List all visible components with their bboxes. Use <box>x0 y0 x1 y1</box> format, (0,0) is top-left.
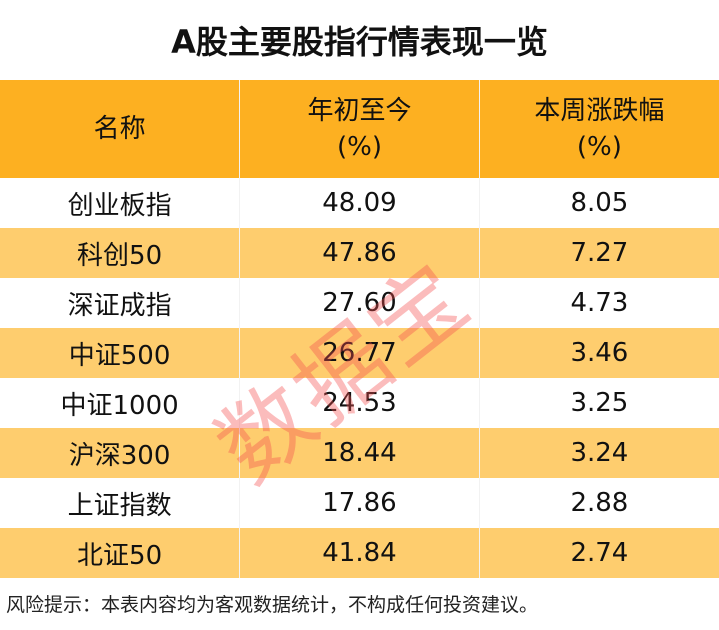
ytd-change: 41.84 <box>239 528 480 578</box>
header-unit: (%) <box>336 132 382 162</box>
ytd-change: 48.09 <box>239 178 480 228</box>
header-row: 名称 年初至今 (%) 本周涨跌幅 (%) <box>0 80 719 178</box>
index-name: 北证50 <box>0 528 240 578</box>
weekly-change: 8.05 <box>478 178 719 228</box>
ytd-change: 27.60 <box>239 278 480 328</box>
index-name: 创业板指 <box>67 190 172 221</box>
weekly-change: 2.88 <box>478 478 719 528</box>
ytd-change: 47.86 <box>239 228 480 278</box>
table-row: 上证指数 17.86 2.88 <box>0 478 719 528</box>
table-row: 中证500 26.77 3.46 <box>0 328 719 378</box>
header-name: 名称 <box>0 80 240 178</box>
index-name: 沪深300 <box>0 428 240 478</box>
ytd-change: 18.44 <box>239 428 480 478</box>
table-row: 北证50 41.84 2.74 <box>0 528 719 578</box>
weekly-change: 2.74 <box>478 528 719 578</box>
weekly-change: 7.27 <box>478 228 719 278</box>
ytd-change: 17.86 <box>239 478 480 528</box>
table-row: 深证成指 27.60 4.73 <box>0 278 719 328</box>
header-label: 本周涨跌幅 <box>534 96 665 126</box>
header-label: 名称 <box>93 114 146 144</box>
index-name: 深证成指 <box>67 290 172 321</box>
ytd-change: 26.77 <box>239 328 480 378</box>
header-weekly: 本周涨跌幅 (%) <box>478 80 719 178</box>
index-table: 名称 年初至今 (%) 本周涨跌幅 (%) 创业板指 48.09 8.05 科创50 47.… <box>0 80 719 578</box>
weekly-change: 4.73 <box>478 278 719 328</box>
weekly-change: 3.24 <box>478 428 719 478</box>
header-ytd: 年初至今 (%) <box>239 80 480 178</box>
index-name: 中证500 <box>0 328 240 378</box>
table-row: 科创50 47.86 7.27 <box>0 228 719 278</box>
header-unit: (%) <box>576 132 622 162</box>
index-name: 中证1000 <box>60 390 179 421</box>
table-row: 中证1000 24.53 3.25 <box>0 378 719 428</box>
weekly-change: 3.46 <box>478 328 719 378</box>
index-name: 科创50 <box>0 228 240 278</box>
table-row: 沪深300 18.44 3.24 <box>0 428 719 478</box>
weekly-change: 3.25 <box>478 378 719 428</box>
header-label: 年初至今 <box>307 96 412 126</box>
index-name: 上证指数 <box>67 490 172 521</box>
table-row: 创业板指 48.09 8.05 <box>0 178 719 228</box>
risk-disclaimer: 风险提示：本表内容均为客观数据统计，不构成任何投资建议。 <box>6 594 539 616</box>
page-title: A股主要股指行情表现一览 <box>171 23 548 61</box>
ytd-change: 24.53 <box>239 378 480 428</box>
